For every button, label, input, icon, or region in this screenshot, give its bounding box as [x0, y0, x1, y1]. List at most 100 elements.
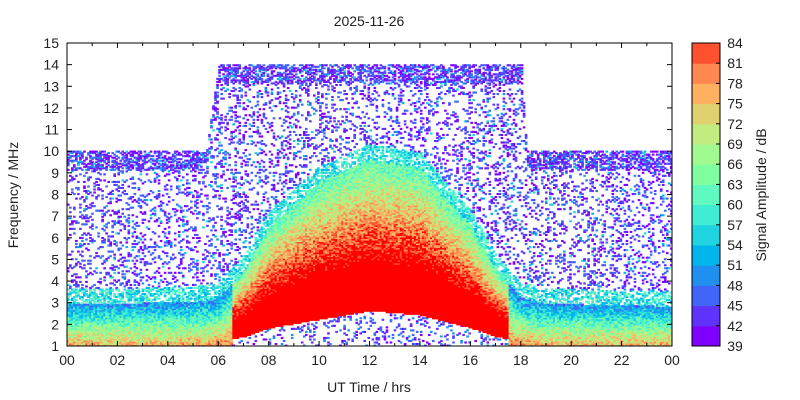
heatmap-cell — [121, 273, 125, 276]
heatmap-cell — [181, 238, 185, 241]
heatmap-cell — [87, 338, 90, 341]
heatmap-cell — [69, 206, 72, 209]
heatmap-cell — [71, 159, 74, 162]
heatmap-cell — [131, 318, 135, 321]
heatmap-cell — [129, 164, 133, 167]
heatmap-cell — [93, 309, 96, 312]
heatmap-cell — [218, 279, 221, 282]
heatmap-cell — [163, 161, 167, 164]
heatmap-cell — [137, 300, 141, 303]
heatmap-cell — [127, 162, 131, 165]
heatmap-cell — [200, 200, 203, 203]
heatmap-cell — [177, 341, 181, 344]
heatmap-cell — [105, 288, 108, 291]
heatmap-cell — [105, 211, 108, 214]
heatmap-cell — [89, 342, 92, 346]
heatmap-cell — [81, 339, 84, 343]
heatmap-cell — [129, 317, 133, 320]
heatmap-cell — [157, 192, 161, 196]
heatmap-cell — [147, 153, 151, 156]
heatmap-cell — [123, 227, 127, 230]
heatmap-cell — [149, 150, 153, 153]
heatmap-cell — [103, 289, 106, 293]
heatmap-cell — [147, 332, 151, 335]
heatmap-cell — [151, 305, 155, 308]
heatmap-cell — [101, 212, 104, 215]
heatmap-cell — [85, 294, 88, 297]
heatmap-cell — [121, 164, 125, 167]
heatmap-cell — [103, 153, 106, 156]
heatmap-cell — [113, 242, 116, 246]
heatmap-cell — [133, 308, 137, 311]
heatmap-cell — [75, 294, 78, 297]
heatmap-cell — [161, 321, 165, 324]
heatmap-cell — [75, 262, 78, 265]
heatmap-cell — [103, 297, 106, 300]
heatmap-cell — [77, 167, 80, 170]
heatmap-cell — [159, 338, 163, 341]
heatmap-cell — [123, 236, 127, 240]
heatmap-cell — [129, 332, 133, 335]
heatmap-cell — [91, 323, 94, 326]
heatmap-cell — [71, 336, 74, 340]
heatmap-cell — [85, 317, 88, 320]
heatmap-cell — [125, 167, 129, 170]
heatmap-cell — [117, 185, 121, 188]
heatmap-cell — [188, 164, 191, 167]
heatmap-cell — [87, 189, 90, 193]
heatmap-cell — [208, 292, 211, 296]
heatmap-cell — [73, 291, 76, 294]
heatmap-cell — [157, 167, 161, 170]
heatmap-cell — [200, 171, 203, 174]
heatmap-cell — [175, 220, 179, 223]
heatmap-cell — [143, 315, 147, 318]
heatmap-cell — [188, 318, 191, 321]
heatmap-cell — [133, 279, 137, 282]
heatmap-cell — [179, 158, 183, 161]
heatmap-cell — [179, 291, 183, 294]
heatmap-cell — [177, 188, 181, 191]
heatmap-cell — [91, 338, 94, 341]
heatmap-cell — [179, 311, 183, 314]
heatmap-cell — [89, 291, 92, 294]
heatmap-cell — [77, 188, 80, 191]
heatmap-cell — [107, 306, 110, 309]
heatmap-cell — [121, 323, 125, 326]
heatmap-cell — [75, 152, 78, 155]
heatmap-cell — [147, 306, 151, 309]
heatmap-cell — [157, 246, 161, 249]
heatmap-cell — [77, 289, 80, 293]
heatmap-cell — [137, 291, 141, 294]
heatmap-cell — [161, 302, 165, 305]
heatmap-cell — [107, 336, 110, 340]
heatmap-cell — [119, 162, 123, 165]
heatmap-cell — [73, 289, 76, 293]
heatmap-cell — [169, 282, 173, 285]
heatmap-cell — [181, 342, 185, 346]
heatmap-cell — [109, 332, 112, 335]
heatmap-cell — [97, 155, 100, 158]
heatmap-cell — [149, 335, 153, 338]
heatmap-cell — [151, 302, 155, 305]
heatmap-cell — [67, 339, 70, 343]
heatmap-cell — [77, 305, 80, 308]
heatmap-cell — [169, 256, 173, 259]
heatmap-cell — [93, 344, 96, 346]
heatmap-cell — [87, 330, 90, 333]
heatmap-cell — [185, 324, 189, 327]
heatmap-cell — [113, 294, 116, 297]
heatmap-cell — [107, 271, 110, 274]
heatmap-cell — [155, 314, 159, 317]
heatmap-cell — [93, 170, 96, 173]
heatmap-cell — [153, 323, 157, 326]
heatmap-cell — [224, 118, 227, 121]
heatmap-cell — [85, 333, 88, 336]
heatmap-cell — [188, 303, 191, 306]
heatmap-cell — [234, 229, 237, 232]
heatmap-cell — [77, 162, 80, 165]
heatmap-cell — [77, 192, 80, 196]
heatmap-cell — [125, 296, 129, 299]
heatmap-cell — [123, 323, 127, 326]
heatmap-cell — [169, 215, 173, 218]
heatmap-cell — [188, 342, 191, 346]
